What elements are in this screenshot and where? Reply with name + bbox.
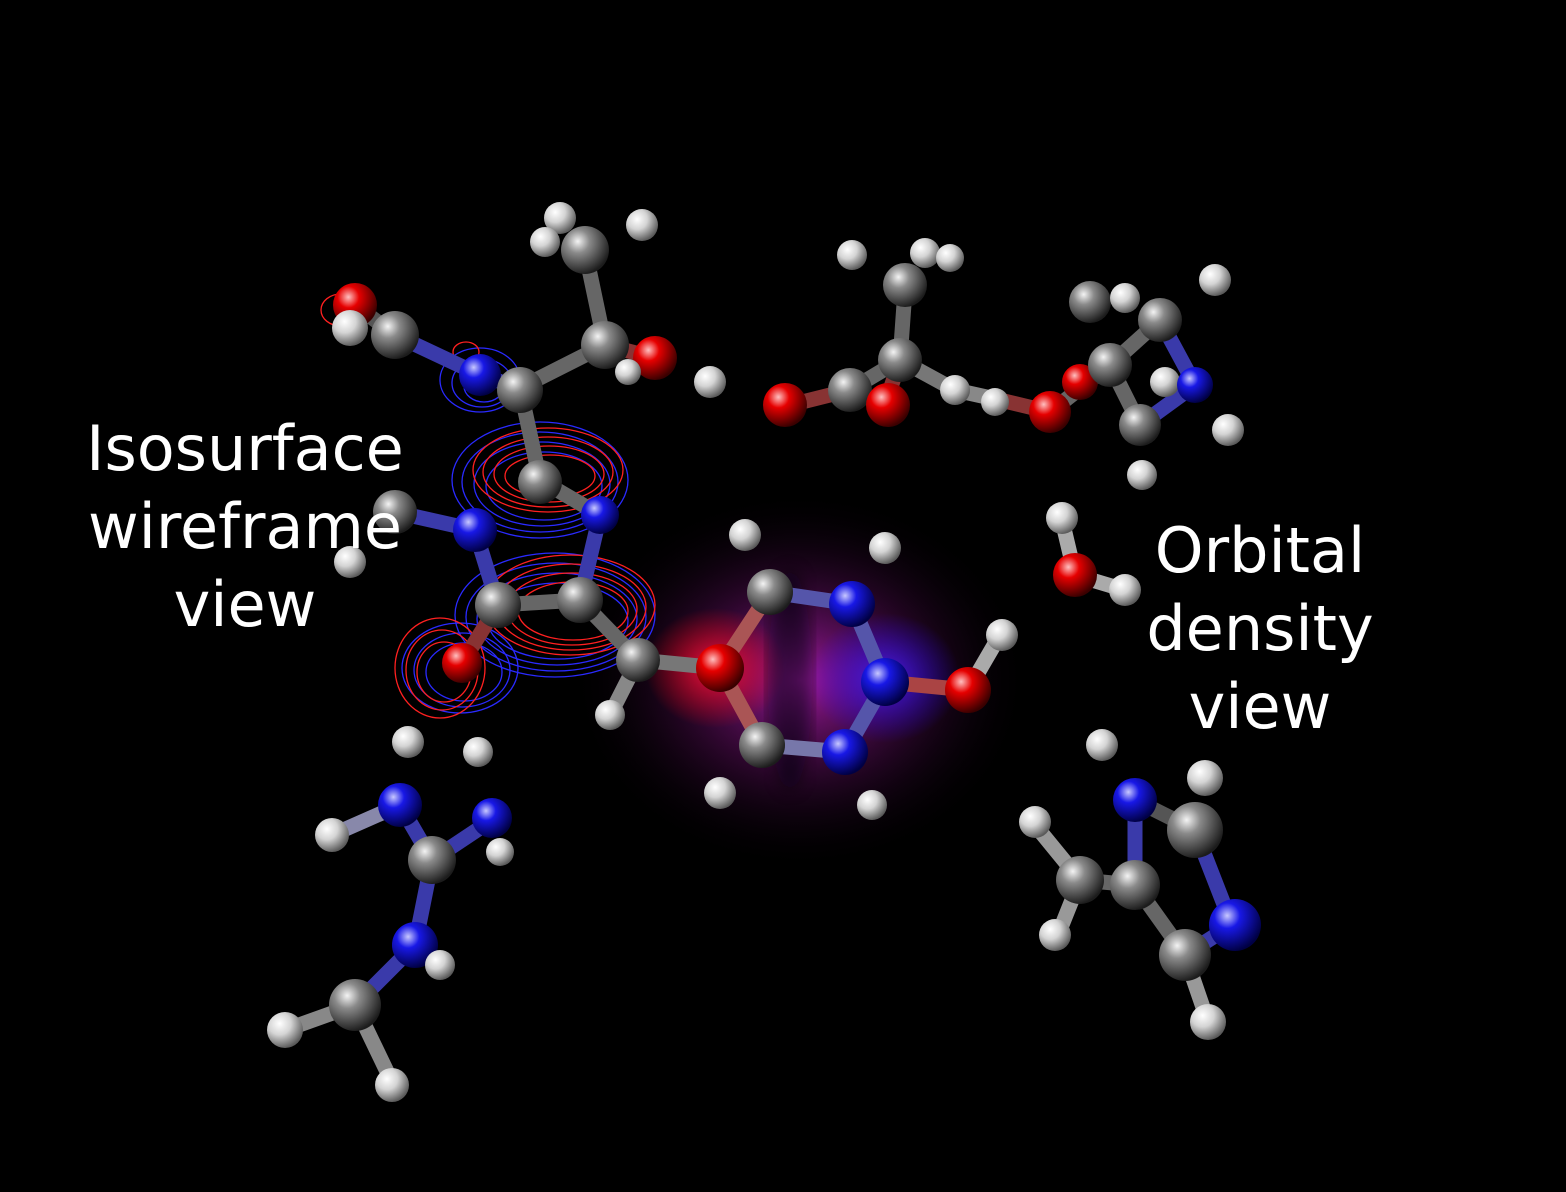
hydrogen-atom [544,202,576,234]
hydrogen-atom [704,777,736,809]
nitrogen-atom [453,508,497,552]
carbon-atom [1119,404,1161,446]
oxygen-atom [442,643,482,683]
hydrogen-atom [986,619,1018,651]
hydrogen-atom [1086,729,1118,761]
hydrogen-atom [425,950,455,980]
hydrogen-atom [315,818,349,852]
hydrogen-atom [1127,460,1157,490]
hydrogen-atom [1150,367,1180,397]
carbon-atom [1110,860,1160,910]
carbon-atom [371,311,419,359]
caption-line: wireframe [87,490,403,563]
oxygen-atom [1062,364,1098,400]
carbon-atom [475,582,521,628]
oxygen-atom [696,644,744,692]
carbon-atom [616,638,660,682]
oxygen-atom [866,383,910,427]
carbon-atom [1138,298,1182,342]
carbon-atom [408,836,456,884]
hydrogen-atom [1110,283,1140,313]
caption-line: view [173,568,317,641]
carbon-atom [557,577,603,623]
caption-line: Isosurface [86,412,404,485]
carbon-atom [883,263,927,307]
hydrogen-atom [857,790,887,820]
oxygen-atom [1053,553,1097,597]
nitrogen-atom [472,798,512,838]
nitrogen-atom [1113,778,1157,822]
hydrogen-atom [1046,502,1078,534]
hydrogen-atom [729,519,761,551]
atoms [267,202,1261,1102]
hydrogen-atom [595,700,625,730]
nitrogen-atom [459,354,501,396]
hydrogen-atom [375,1068,409,1102]
orbital-caption: Orbital density view [1080,512,1440,746]
hydrogen-atom [615,359,641,385]
nitrogen-atom [829,581,875,627]
hydrogen-atom [1190,1004,1226,1040]
carbon-atom [1159,929,1211,981]
oxygen-atom [633,336,677,380]
nitrogen-atom [861,658,909,706]
carbon-atom [518,460,562,504]
carbon-atom [1088,343,1132,387]
carbon-atom [329,979,381,1031]
hydrogen-atom [486,838,514,866]
nitrogen-atom [822,729,868,775]
hydrogen-atom [936,244,964,272]
carbon-atom [1069,281,1111,323]
hydrogen-atom [626,209,658,241]
nitrogen-atom [1209,899,1261,951]
caption-line: density [1146,592,1374,665]
hydrogen-atom [1019,806,1051,838]
hydrogen-atom [910,238,940,268]
hydrogen-atom [334,546,366,578]
carbon-atom [581,321,629,369]
oxygen-atom [1029,391,1071,433]
carbon-atom [747,569,793,615]
oxygen-atom [763,383,807,427]
nitrogen-atom [1177,367,1213,403]
hydrogen-atom [392,726,424,758]
oxygen-atom [945,667,991,713]
nitrogen-atom [378,783,422,827]
carbon-atom [878,338,922,382]
carbon-atom [561,226,609,274]
caption-line: view [1188,670,1332,743]
carbon-atom [373,490,417,534]
carbon-atom [497,367,543,413]
nitrogen-atom [581,496,619,534]
hydrogen-atom [1109,574,1141,606]
hydrogen-atom [332,310,368,346]
hydrogen-atom [981,388,1009,416]
orbital-density-cloud [570,490,1030,870]
hydrogen-atom [940,375,970,405]
hydrogen-atom [1199,264,1231,296]
caption-line: Orbital [1154,514,1366,587]
carbon-atom [739,722,785,768]
nitrogen-atom [392,922,438,968]
hydrogen-atom [463,737,493,767]
hydrogen-atom [267,1012,303,1048]
hydrogen-atom [837,240,867,270]
hydrogen-atom [694,366,726,398]
hydrogen-atom [530,227,560,257]
hydrogen-atom [1039,919,1071,951]
hydrogen-atom [869,532,901,564]
hydrogen-atom [1187,760,1223,796]
carbon-atom [1167,802,1223,858]
carbon-atom [828,368,872,412]
carbon-atom [1056,856,1104,904]
isosurface-caption: Isosurface wireframe view [60,410,430,644]
hydrogen-atom [1212,414,1244,446]
